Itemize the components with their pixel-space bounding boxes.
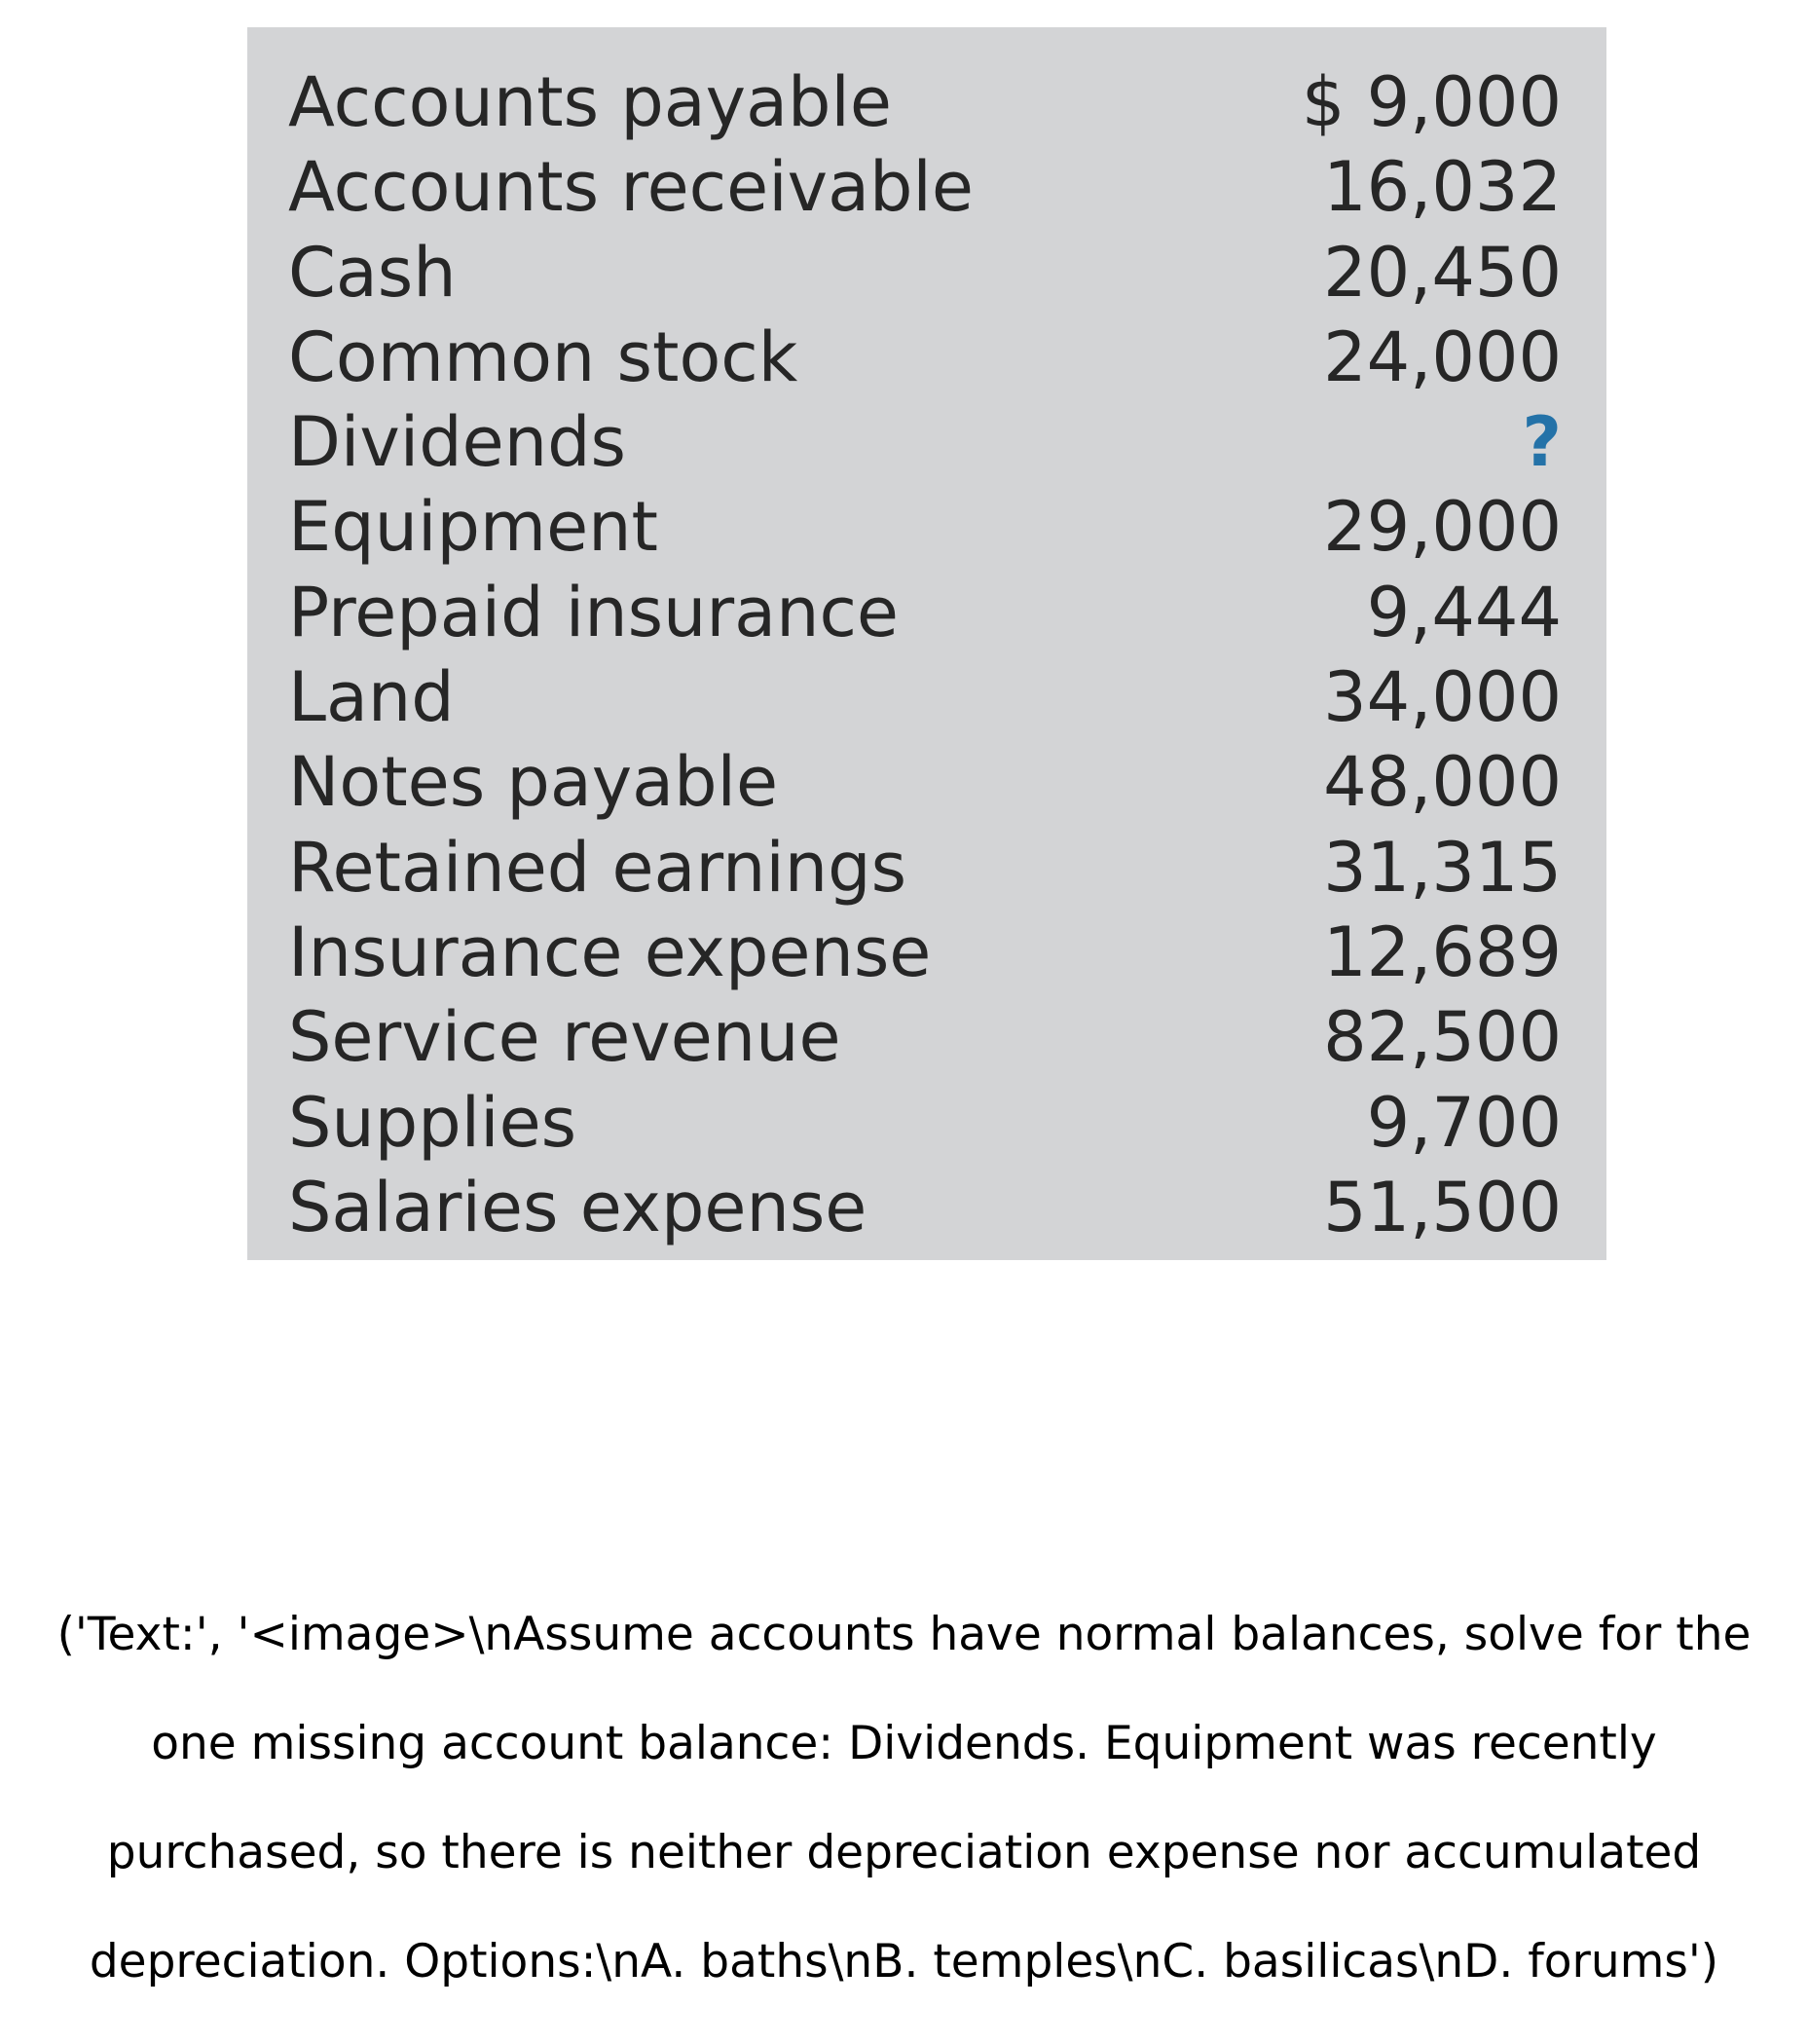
account-amount: 20,450: [1323, 232, 1562, 313]
account-name: Land: [288, 657, 455, 738]
table-row: Cash 20,450: [247, 231, 1606, 316]
account-name: Notes payable: [288, 742, 779, 823]
account-balance-table: Accounts payable $ 9,000 Accounts receiv…: [247, 27, 1606, 1260]
table-row: Prepaid insurance 9,444: [247, 571, 1606, 655]
table-row: Dividends ?: [247, 400, 1606, 485]
account-name: Prepaid insurance: [288, 572, 899, 652]
question-line: depreciation. Options:\nA. baths\nB. tem…: [89, 1935, 1719, 1988]
account-amount: 34,000: [1323, 657, 1562, 738]
account-name: Service revenue: [288, 997, 841, 1078]
account-name: Supplies: [288, 1082, 577, 1163]
account-amount: 48,000: [1323, 742, 1562, 823]
account-amount: 82,500: [1323, 997, 1562, 1078]
question-line: one missing account balance: Dividends. …: [151, 1717, 1657, 1770]
account-name: Equipment: [288, 487, 658, 568]
account-name: Accounts payable: [288, 62, 892, 142]
account-amount: 24,000: [1323, 316, 1562, 397]
account-name: Dividends: [288, 402, 626, 483]
table-row: Accounts receivable 16,032: [247, 145, 1606, 230]
question-line: purchased, so there is neither depreciat…: [106, 1826, 1702, 1879]
table-row: Supplies 9,700: [247, 1081, 1606, 1166]
question-text: ('Text:', '<image>\nAssume accounts have…: [0, 1553, 1808, 2044]
account-amount: 12,689: [1323, 911, 1562, 992]
account-name: Accounts receivable: [288, 147, 974, 228]
account-name: Retained earnings: [288, 827, 907, 908]
question-line: ('Text:', '<image>\nAssume accounts have…: [56, 1608, 1752, 1661]
table-row: Retained earnings 31,315: [247, 826, 1606, 911]
account-name: Cash: [288, 232, 457, 313]
account-amount: 29,000: [1323, 487, 1562, 568]
account-name: Insurance expense: [288, 911, 932, 992]
table-row: Equipment 29,000: [247, 485, 1606, 570]
table-row: Notes payable 48,000: [247, 740, 1606, 825]
account-amount: 9,700: [1366, 1082, 1562, 1163]
table-row: Salaries expense 51,500: [247, 1166, 1606, 1250]
account-amount: 51,500: [1323, 1167, 1562, 1247]
account-name: Common stock: [288, 316, 798, 397]
table-row: Common stock 24,000: [247, 316, 1606, 400]
account-amount: 16,032: [1323, 147, 1562, 228]
account-name: Salaries expense: [288, 1167, 867, 1247]
table-row: Service revenue 82,500: [247, 995, 1606, 1080]
table-row: Land 34,000: [247, 655, 1606, 740]
account-amount: 9,444: [1366, 572, 1562, 652]
account-amount: 31,315: [1323, 827, 1562, 908]
missing-amount: ?: [1522, 402, 1562, 483]
account-amount: $ 9,000: [1301, 62, 1562, 142]
table-row: Accounts payable $ 9,000: [247, 60, 1606, 145]
table-row: Insurance expense 12,689: [247, 911, 1606, 995]
